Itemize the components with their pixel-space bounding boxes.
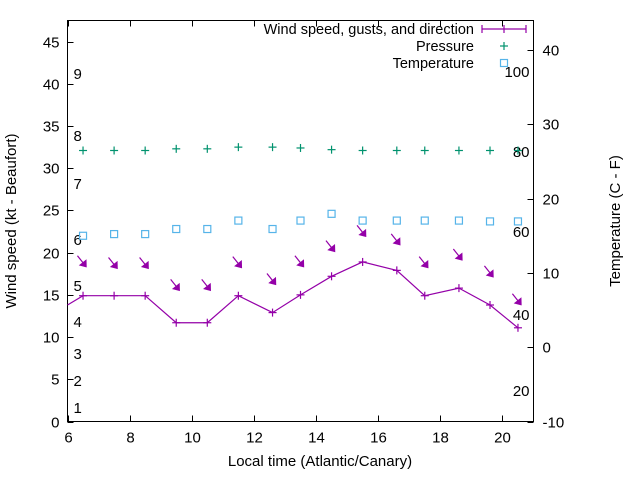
y-right-tick-label: 20: [543, 192, 560, 209]
beaufort-label: 1: [74, 400, 82, 417]
wind-direction-head: [109, 260, 118, 270]
wind-direction-head: [485, 269, 494, 278]
y-right-tick-label: -10: [543, 415, 565, 432]
x-tick-label: 10: [184, 430, 201, 447]
wind-direction-head: [420, 260, 429, 269]
y-right-tick-label: 0: [543, 340, 551, 357]
temperature-point: [234, 216, 243, 225]
beaufort-label: 6: [74, 232, 82, 249]
wind-direction-head: [358, 228, 367, 238]
wind-direction-head: [171, 282, 180, 292]
wind-direction-head: [234, 260, 243, 269]
series-pressure: [79, 143, 522, 155]
series-wind-direction-arrows: [76, 225, 522, 306]
temperature-point: [485, 217, 495, 226]
wind-direction-head: [392, 237, 401, 246]
temperature-point: [268, 224, 277, 234]
x-tick-labels: 6 8 10 12 14 16 18 20: [64, 430, 511, 447]
y-right-tick-label: 10: [543, 266, 560, 283]
wind-direction-head: [327, 244, 336, 253]
x-tick-label: 16: [370, 430, 387, 447]
y-right-axis-title: Temperature (C - F): [607, 155, 624, 287]
temperature-point: [296, 216, 305, 225]
wind-direction-head: [203, 282, 211, 292]
y-left-axis-title: Wind speed (kt - Beaufort): [3, 133, 20, 308]
temperature-point: [109, 229, 119, 239]
beaufort-label: 3: [74, 346, 82, 363]
wind-direction-head: [78, 259, 87, 268]
wind-direction-head: [268, 276, 277, 286]
temperature-point: [172, 224, 181, 234]
wind-direction-head: [296, 259, 305, 268]
temperature-point: [420, 216, 429, 225]
y-left-tick-label: 30: [43, 161, 60, 178]
temperature-point: [513, 217, 523, 226]
x-ticks: [68, 20, 503, 422]
temperature-point: [141, 229, 150, 239]
beaufort-label: 2: [74, 373, 82, 390]
x-tick-label: 12: [246, 430, 263, 447]
y-left-tick-label: 15: [43, 288, 60, 305]
temperature-point: [327, 209, 336, 218]
beaufort-label: 4: [74, 314, 82, 331]
beaufort-label: 9: [74, 66, 82, 83]
y-left-tick-label: 0: [51, 415, 59, 432]
y-left-ticks: [67, 42, 74, 423]
legend: Wind speed, gusts, and directionPressure…: [264, 22, 527, 72]
temperature-point: [392, 216, 401, 225]
y-right-ticks: [527, 50, 534, 423]
y-left-tick-label: 25: [43, 203, 60, 220]
x-tick-label: 18: [432, 430, 449, 447]
beaufort-label: 8: [74, 128, 82, 145]
legend-marker-pressure: [500, 42, 508, 50]
legend-marker-wind: [481, 25, 527, 33]
wind-direction-head: [513, 297, 522, 306]
y-left-tick-label: 20: [43, 246, 60, 263]
y-right-tick-label: 30: [543, 117, 560, 134]
x-tick-label: 6: [64, 430, 72, 447]
temperature-point: [78, 231, 88, 240]
y-left-tick-label: 35: [43, 119, 60, 136]
y-right-tick-labels: -10 0 10 20 30 40: [543, 43, 565, 432]
legend-marker-temperature: [499, 58, 509, 68]
scale-right-label: 40: [513, 307, 530, 324]
y-right-tick-label: 40: [543, 43, 560, 60]
wind-speed-line: [67, 261, 519, 329]
scale-right-label: 80: [513, 144, 530, 161]
scale-right-label: 60: [513, 224, 530, 241]
legend-label: Pressure: [416, 39, 474, 55]
wind-direction-head: [454, 252, 463, 261]
temperature-point: [454, 216, 464, 225]
x-tick-label: 8: [126, 430, 134, 447]
temperature-point: [203, 224, 212, 234]
series-temperature: [78, 209, 523, 240]
y-left-tick-label: 40: [43, 77, 60, 94]
beaufort-scale-labels: 1 2 3 4 5 6 7 8 9: [74, 66, 82, 417]
series-wind-speed: [67, 257, 522, 332]
x-tick-label: 20: [494, 430, 511, 447]
fahrenheit-scale-labels: 20 40 60 80 100: [504, 64, 529, 400]
x-tick-label: 14: [308, 430, 325, 447]
y-left-tick-label: 10: [43, 330, 60, 347]
temperature-point: [358, 216, 367, 225]
y-left-tick-labels: 0 5 10 15 20 25 30 35 40 45: [43, 35, 60, 432]
legend-square: [499, 58, 509, 68]
beaufort-label: 7: [74, 176, 82, 193]
scale-right-label: 20: [513, 383, 530, 400]
y-left-tick-label: 45: [43, 35, 60, 52]
scale-right-label: 100: [504, 64, 529, 81]
legend-label: Wind speed, gusts, and direction: [264, 22, 474, 38]
y-left-tick-label: 5: [51, 372, 59, 389]
beaufort-label: 5: [74, 278, 82, 295]
legend-label: Temperature: [393, 56, 474, 72]
x-axis-title: Local time (Atlantic/Canary): [228, 453, 412, 470]
wind-direction-head: [140, 260, 149, 270]
